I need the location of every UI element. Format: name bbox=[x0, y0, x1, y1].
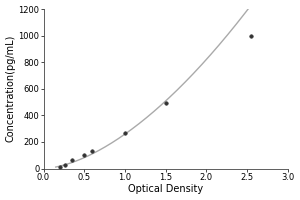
X-axis label: Optical Density: Optical Density bbox=[128, 184, 203, 194]
Y-axis label: Concentration(pg/mL): Concentration(pg/mL) bbox=[6, 35, 16, 142]
